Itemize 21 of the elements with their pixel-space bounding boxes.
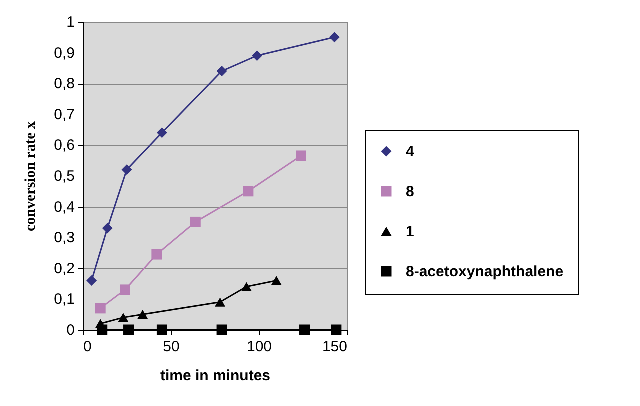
x-tick-label: 50 [163, 338, 180, 356]
y-tick-label: 0,1 [54, 291, 75, 308]
y-tick-label: 0 [66, 322, 75, 339]
legend-label: 1 [406, 224, 414, 240]
x-tick-label: 100 [246, 338, 272, 356]
x-tick-label: 0 [84, 338, 92, 356]
y-tick-label: 0,2 [54, 260, 75, 278]
x-axis-title: time in minutes [160, 368, 271, 384]
y-tick-label: 0,6 [54, 137, 75, 154]
y-tick-label: 0,9 [54, 44, 75, 62]
y-tick-label: 0,8 [54, 76, 75, 93]
legend-label: 4 [406, 144, 415, 160]
y-tick-label: 0,3 [54, 230, 75, 247]
y-tick-label: 0,7 [54, 106, 75, 124]
y-tick-label: 0,5 [54, 168, 75, 185]
y-tick-label: 0,4 [54, 198, 75, 216]
legend-label: 8 [406, 184, 414, 200]
y-axis-title: conversion rate x [23, 121, 39, 232]
x-tick-label: 150 [322, 338, 348, 356]
legend-label: 8-acetoxynaphthalene [406, 264, 564, 280]
y-tick-label: 1 [66, 14, 75, 31]
